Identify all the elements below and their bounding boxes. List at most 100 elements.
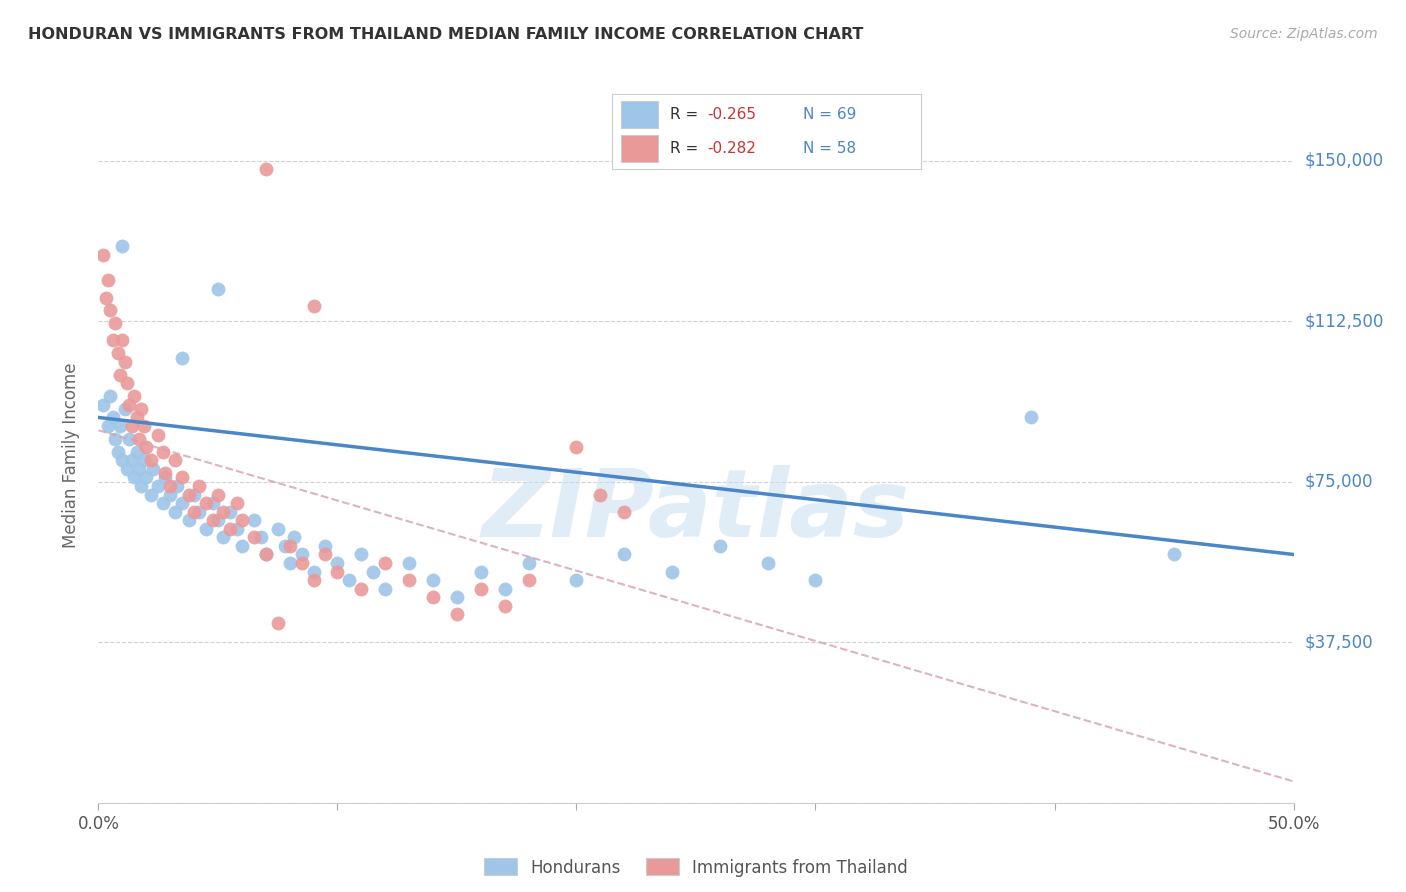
Point: [124, 389, 146, 403]
Point: [107, 346, 129, 360]
Point: [135, 470, 157, 484]
Point: [302, 573, 325, 587]
Text: -0.282: -0.282: [707, 141, 756, 156]
Point: [243, 513, 266, 527]
Point: [97, 273, 120, 287]
Text: HONDURAN VS IMMIGRANTS FROM THAILAND MEDIAN FAMILY INCOME CORRELATION CHART: HONDURAN VS IMMIGRANTS FROM THAILAND MED…: [28, 27, 863, 42]
Point: [202, 496, 225, 510]
Point: [135, 441, 157, 455]
Point: [207, 282, 229, 296]
Point: [98, 303, 122, 318]
Point: [97, 419, 120, 434]
Point: [350, 582, 373, 596]
Point: [111, 334, 134, 348]
Point: [139, 453, 162, 467]
Point: [114, 401, 136, 416]
Bar: [621, 136, 658, 161]
Point: [172, 351, 194, 365]
Point: [422, 573, 444, 587]
Point: [661, 565, 683, 579]
Text: ZIPatlas: ZIPatlas: [482, 465, 910, 557]
Point: [613, 505, 636, 519]
Point: [132, 419, 155, 434]
Point: [231, 539, 253, 553]
Point: [187, 505, 209, 519]
Text: Source: ZipAtlas.com: Source: ZipAtlas.com: [1230, 27, 1378, 41]
Point: [290, 548, 312, 562]
Point: [194, 522, 217, 536]
Point: [124, 470, 146, 484]
Text: N = 69: N = 69: [803, 107, 856, 121]
Point: [121, 453, 143, 467]
Point: [118, 398, 141, 412]
Point: [194, 496, 217, 510]
Text: $112,500: $112,500: [1305, 312, 1384, 330]
Point: [139, 487, 162, 501]
Point: [494, 599, 516, 613]
Point: [1163, 548, 1185, 562]
Point: [398, 556, 420, 570]
Point: [565, 441, 588, 455]
Point: [202, 513, 225, 527]
Point: [226, 496, 249, 510]
Point: [187, 479, 209, 493]
Point: [131, 401, 153, 416]
Point: [125, 444, 148, 458]
Point: [326, 556, 349, 570]
Point: [219, 505, 242, 519]
Point: [470, 582, 492, 596]
Point: [159, 479, 181, 493]
Text: $37,500: $37,500: [1305, 633, 1374, 651]
Point: [114, 355, 136, 369]
Point: [118, 432, 141, 446]
Point: [207, 513, 229, 527]
Text: R =: R =: [671, 107, 703, 121]
Point: [98, 389, 122, 403]
Text: N = 58: N = 58: [803, 141, 856, 156]
Point: [709, 539, 731, 553]
Point: [104, 316, 127, 330]
Point: [128, 432, 150, 446]
Point: [148, 427, 170, 442]
Point: [131, 479, 153, 493]
Point: [589, 487, 612, 501]
Point: [398, 573, 420, 587]
Point: [315, 539, 337, 553]
Point: [115, 376, 138, 391]
Point: [148, 479, 170, 493]
Point: [254, 162, 277, 177]
Point: [132, 453, 155, 467]
Point: [517, 556, 540, 570]
Point: [155, 470, 177, 484]
Point: [172, 496, 194, 510]
Point: [152, 496, 174, 510]
Point: [108, 419, 131, 434]
Point: [211, 505, 233, 519]
Point: [302, 565, 325, 579]
Point: [91, 398, 114, 412]
Point: [115, 462, 138, 476]
Point: [446, 591, 468, 605]
Point: [243, 530, 266, 544]
Point: [111, 453, 134, 467]
Point: [254, 548, 277, 562]
Point: [374, 556, 396, 570]
Point: [613, 548, 636, 562]
Point: [163, 453, 186, 467]
Point: [274, 539, 297, 553]
Point: [278, 539, 301, 553]
Point: [326, 565, 349, 579]
Point: [152, 444, 174, 458]
Point: [142, 462, 165, 476]
Point: [254, 548, 277, 562]
Point: [94, 291, 117, 305]
Point: [159, 487, 181, 501]
Point: [302, 299, 325, 313]
Point: [179, 513, 201, 527]
Point: [226, 522, 249, 536]
Point: [374, 582, 396, 596]
Point: [283, 530, 305, 544]
Point: [211, 530, 233, 544]
Point: [172, 470, 194, 484]
Point: [337, 573, 360, 587]
